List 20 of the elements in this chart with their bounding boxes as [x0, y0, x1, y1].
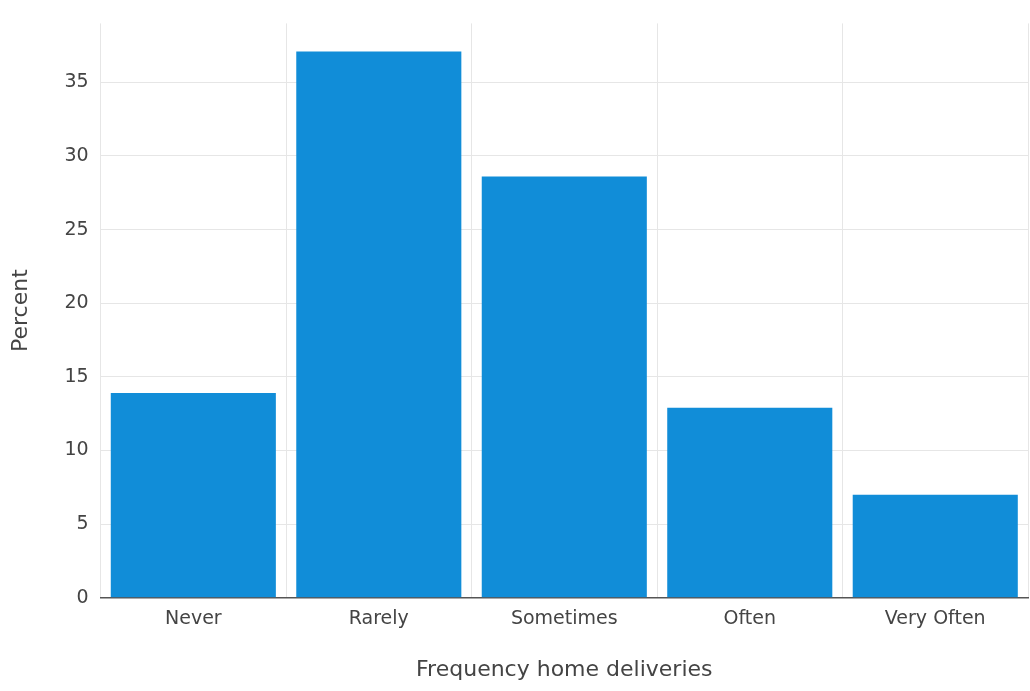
- x-tick-label: Very Often: [884, 606, 986, 629]
- y-tick-label: 35: [64, 69, 89, 92]
- bar: [667, 407, 833, 598]
- bar: [110, 393, 276, 598]
- y-tick-label: 15: [64, 363, 89, 386]
- y-tick-label: 0: [76, 584, 89, 607]
- bar: [296, 51, 462, 598]
- y-tick-label: 5: [76, 511, 89, 534]
- x-axis-title: Frequency home deliveries: [416, 655, 713, 681]
- y-axis-title: Percent: [6, 268, 32, 352]
- x-tick-label: Sometimes: [510, 606, 618, 629]
- x-tick-label: Often: [723, 606, 777, 629]
- y-tick-label: 20: [64, 290, 89, 313]
- bar: [481, 176, 647, 598]
- x-tick-label: Rarely: [348, 606, 409, 629]
- y-tick-label: 30: [64, 142, 89, 165]
- y-tick-label: 10: [64, 437, 89, 460]
- bar: [852, 494, 1018, 598]
- x-tick-label: Never: [164, 606, 222, 629]
- y-tick-label: 25: [64, 216, 89, 239]
